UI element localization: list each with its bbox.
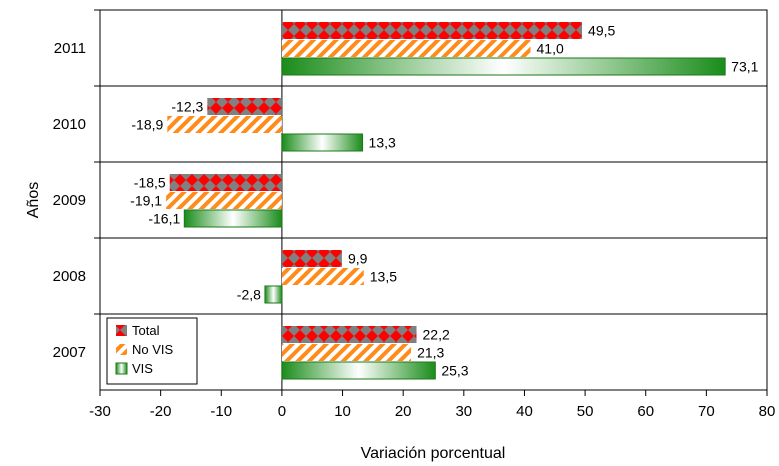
bar-no-vis-2009 [166, 192, 282, 209]
legend: Total No VIS VIS [106, 317, 198, 385]
x-tick-label: 60 [637, 403, 654, 420]
bar-total-2007 [281, 326, 417, 343]
legend-label-no-vis: No VIS [132, 342, 174, 357]
data-label-no-vis-2008: 13,5 [370, 269, 397, 285]
data-label-vis-2007: 25,3 [441, 363, 468, 379]
y-tick-label-2010: 2010 [53, 116, 86, 133]
data-label-no-vis-2011: 41,0 [537, 41, 564, 57]
bar-no-vis-2011 [281, 40, 531, 57]
bar-no-vis-2010 [167, 116, 282, 133]
legend-swatch-no-vis [116, 344, 127, 355]
bar-vis-2008 [264, 285, 283, 304]
x-tick-label: 70 [698, 403, 715, 420]
legend-swatch-total [116, 325, 127, 336]
bar-total-2011 [281, 22, 583, 39]
y-axis-title: Años [25, 182, 42, 218]
data-label-total-2009: -18,5 [134, 175, 166, 191]
legend-swatch-vis [115, 362, 128, 375]
x-tick-label: 30 [455, 403, 472, 420]
bar-vis-2011 [281, 57, 726, 76]
x-tick-label: 40 [516, 403, 533, 420]
x-tick-label: -30 [89, 403, 111, 420]
data-label-vis-2008: -2,8 [237, 287, 261, 303]
bar-total-2009 [169, 174, 282, 191]
x-axis-title: Variación porcentual [361, 445, 506, 462]
bar-vis-2007 [281, 361, 436, 380]
data-label-total-2011: 49,5 [588, 23, 615, 39]
bar-vis-2009 [183, 209, 283, 228]
data-label-no-vis-2007: 21,3 [417, 345, 444, 361]
data-label-total-2008: 9,9 [348, 251, 368, 267]
bar-no-vis-2008 [281, 268, 364, 285]
data-label-total-2010: -12,3 [171, 99, 203, 115]
x-tick-label: -10 [210, 403, 232, 420]
data-label-total-2007: 22,2 [423, 327, 450, 343]
data-label-no-vis-2010: -18,9 [131, 117, 163, 133]
x-tick-label: -20 [150, 403, 172, 420]
data-labels-layer: 49,5 41,0 73,1 -12,3 -18,9 13,3 -18,5 -19,1 -16,… [130, 23, 758, 379]
y-tick-label-2008: 2008 [53, 268, 86, 285]
data-label-vis-2009: -16,1 [148, 211, 180, 227]
y-tick-label-2011: 2011 [54, 40, 86, 57]
x-tick-label: 50 [577, 403, 594, 420]
legend-label-vis: VIS [132, 361, 153, 376]
bar-total-2008 [281, 250, 342, 267]
x-tick-label: 80 [759, 403, 776, 420]
x-tick-label: 0 [278, 403, 286, 420]
legend-label-total: Total [132, 323, 160, 338]
bar-total-2010 [207, 98, 282, 115]
data-label-vis-2011: 73,1 [731, 59, 758, 75]
y-tick-label-2009: 2009 [53, 192, 86, 209]
bar-vis-2010 [281, 133, 364, 152]
axes-layer: -30 -20 -10 0 10 20 30 40 50 60 70 80 2011 2010 2009 20… [53, 9, 776, 420]
y-tick-label-2007: 2007 [53, 344, 86, 361]
x-tick-label: 10 [334, 403, 351, 420]
x-tick-label: 20 [395, 403, 412, 420]
bar-no-vis-2007 [281, 344, 412, 361]
data-label-no-vis-2009: -19,1 [130, 193, 162, 209]
data-label-vis-2010: 13,3 [369, 135, 396, 151]
bars-layer [166, 22, 726, 380]
